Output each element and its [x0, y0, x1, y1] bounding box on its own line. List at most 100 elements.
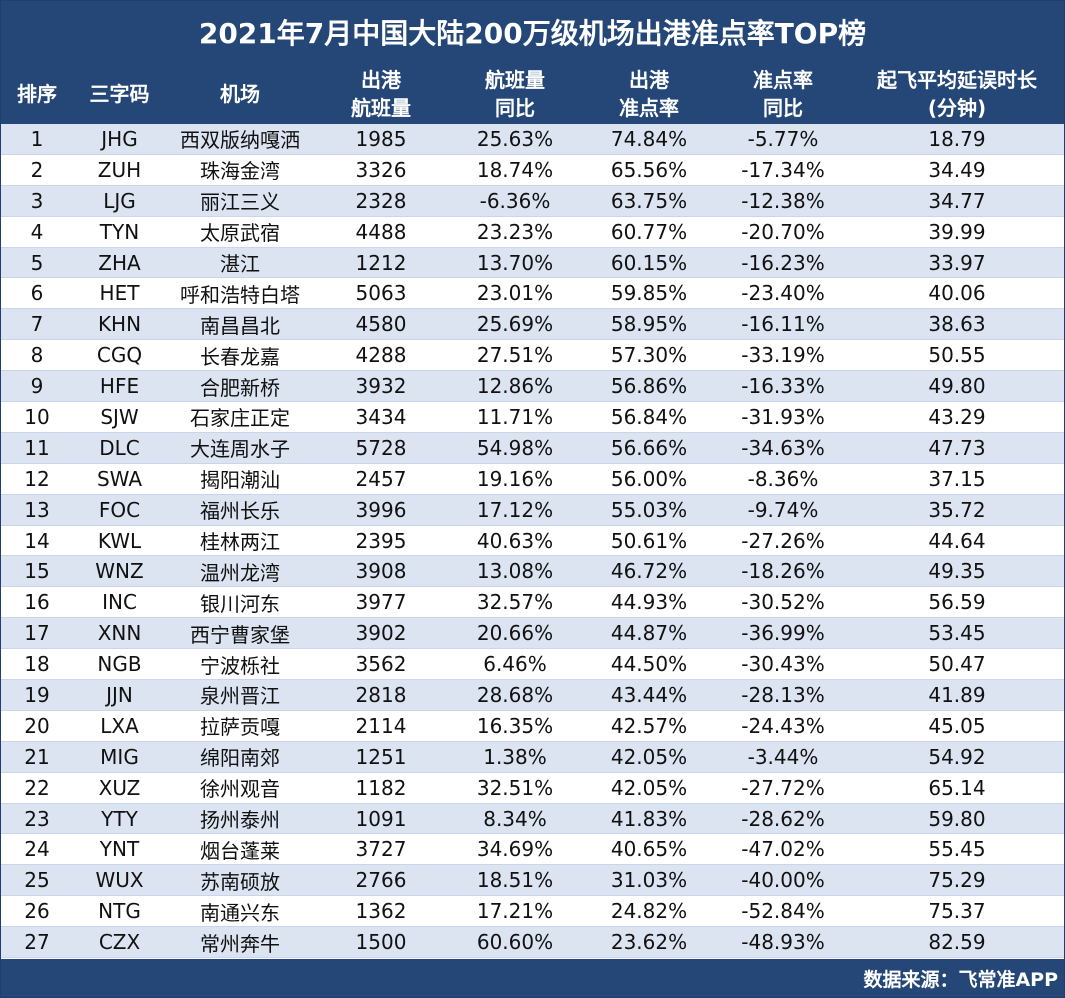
- flights-yoy-cell: 19.16%: [476, 466, 554, 491]
- flights-yoy-cell: 18.74%: [476, 157, 554, 182]
- iata-cell: TYN: [99, 219, 140, 244]
- on-time-yoy-cell: -16.33%: [741, 374, 825, 399]
- airport-cell: 石家庄正定: [190, 406, 290, 431]
- flights-cell: 3902: [355, 621, 407, 646]
- delay-cell: 38.63: [928, 312, 986, 337]
- airport-cell: 珠海金湾: [200, 159, 280, 184]
- airport-cell: 丽江三义: [200, 190, 280, 215]
- flights-cell: 3932: [355, 374, 407, 399]
- flights-cell: 3908: [355, 559, 407, 584]
- on-time-cell: 43.44%: [610, 682, 688, 707]
- airport-cell: 西双版纳嘎洒: [180, 128, 300, 153]
- delay-cell: 35.72: [928, 497, 986, 522]
- on-time-cell: 50.61%: [610, 528, 688, 553]
- on-time-cell: 44.50%: [610, 652, 688, 677]
- iata-cell: DLC: [99, 435, 140, 460]
- on-time-yoy-cell: -31.93%: [741, 404, 825, 429]
- flights-yoy-cell: 12.86%: [476, 374, 554, 399]
- flights-yoy-cell: 28.68%: [476, 682, 554, 707]
- rank-cell: 21: [24, 744, 50, 769]
- flights-yoy-cell: 6.46%: [483, 652, 547, 677]
- flights-yoy-cell: 17.21%: [476, 899, 554, 924]
- airport-cell: 福州长乐: [200, 499, 280, 524]
- airport-cell: 银川河东: [200, 591, 280, 616]
- flights-cell: 1091: [355, 806, 407, 831]
- flights-yoy-cell: 17.12%: [476, 497, 554, 522]
- flights-yoy-cell: 1.38%: [483, 744, 547, 769]
- table-row: 18 NGB 宁波栎社 3562 6.46% 44.50% -30.43% 50.47: [1, 649, 1064, 681]
- flights-cell: 5728: [355, 435, 407, 460]
- iata-cell: NGB: [97, 652, 142, 677]
- rank-cell: 15: [24, 559, 50, 584]
- airport-cell: 湛江: [220, 252, 260, 276]
- on-time-cell: 65.56%: [610, 157, 688, 182]
- on-time-yoy-cell: -20.70%: [741, 219, 825, 244]
- on-time-yoy-cell: -33.19%: [741, 343, 825, 368]
- rank-cell: 4: [30, 219, 44, 244]
- header-line: 同比: [763, 95, 803, 120]
- on-time-yoy-cell: -12.38%: [741, 188, 825, 213]
- rank-cell: 8: [30, 343, 44, 368]
- flights-yoy-cell: 40.63%: [476, 528, 554, 553]
- delay-cell: 65.14: [928, 775, 986, 800]
- delay-cell: 53.45: [928, 621, 986, 646]
- on-time-yoy-cell: -16.11%: [741, 312, 825, 337]
- on-time-cell: 42.05%: [610, 744, 688, 769]
- header-avg-delay: 起飞平均延误时长 (分钟): [850, 63, 1064, 124]
- airport-cell: 桂林两江: [200, 530, 280, 555]
- header-line: 准点率: [753, 67, 813, 92]
- on-time-cell: 42.57%: [610, 713, 688, 738]
- header-line: 同比: [495, 95, 535, 120]
- table-row: 4 TYN 太原武宿 4488 23.23% 60.77% -20.70% 39.99: [1, 216, 1064, 248]
- airport-cell: 扬州泰州: [200, 808, 280, 833]
- table-row: 16 INC 银川河东 3977 32.57% 44.93% -30.52% 56.59: [1, 587, 1064, 619]
- flights-cell: 4580: [355, 312, 407, 337]
- delay-cell: 37.15: [928, 466, 986, 491]
- iata-cell: LXA: [100, 713, 139, 738]
- flights-cell: 1500: [355, 930, 407, 955]
- iata-cell: NTG: [98, 899, 141, 924]
- table-row: 27 CZX 常州奔牛 1500 60.60% 23.62% -48.93% 82.59: [1, 927, 1064, 959]
- flights-yoy-cell: 23.23%: [476, 219, 554, 244]
- rank-cell: 3: [30, 188, 44, 213]
- header-line: (分钟): [927, 95, 987, 120]
- iata-cell: FOC: [98, 497, 141, 522]
- delay-cell: 54.92: [928, 744, 986, 769]
- table-row: 23 YTY 扬州泰州 1091 8.34% 41.83% -28.62% 59.80: [1, 803, 1064, 835]
- header-on-time-rate: 出港 准点率: [582, 63, 716, 124]
- rank-cell: 10: [24, 404, 50, 429]
- iata-cell: SJW: [100, 404, 139, 429]
- rank-cell: 5: [30, 250, 44, 275]
- flights-yoy-cell: 11.71%: [476, 404, 554, 429]
- header-line: 机场: [220, 81, 260, 106]
- airport-cell: 烟台蓬莱: [200, 838, 280, 863]
- flights-yoy-cell: 54.98%: [476, 435, 554, 460]
- table-row: 24 YNT 烟台蓬莱 3727 34.69% 40.65% -47.02% 55.45: [1, 834, 1064, 866]
- on-time-yoy-cell: -28.13%: [741, 682, 825, 707]
- header-line: 航班量: [351, 95, 411, 120]
- flights-cell: 3977: [355, 590, 407, 615]
- delay-cell: 49.35: [928, 559, 986, 584]
- iata-cell: WUX: [95, 868, 144, 893]
- delay-cell: 56.59: [928, 590, 986, 615]
- flights-cell: 2766: [355, 868, 407, 893]
- table-header-row: 排序 三字码 机场 出港 航班量 航班量 同比 出港 准点率 准点率 同比 起飞平均延误时长 (分钟): [1, 63, 1064, 124]
- rank-cell: 12: [24, 466, 50, 491]
- header-on-time-yoy: 准点率 同比: [716, 63, 850, 124]
- airport-cell: 大连周水子: [190, 437, 290, 462]
- delay-cell: 45.05: [928, 713, 986, 738]
- delay-cell: 41.89: [928, 682, 986, 707]
- iata-cell: YTY: [101, 806, 138, 831]
- on-time-yoy-cell: -36.99%: [741, 621, 825, 646]
- header-flights-yoy: 航班量 同比: [448, 63, 582, 124]
- iata-cell: YNT: [99, 837, 140, 862]
- on-time-cell: 40.65%: [610, 837, 688, 862]
- rank-cell: 26: [24, 899, 50, 924]
- on-time-cell: 74.84%: [610, 126, 688, 151]
- delay-cell: 33.97: [928, 250, 986, 275]
- iata-cell: INC: [102, 590, 137, 615]
- on-time-cell: 60.15%: [610, 250, 688, 275]
- iata-cell: WNZ: [95, 559, 144, 584]
- rank-cell: 20: [24, 713, 50, 738]
- rank-cell: 19: [24, 682, 50, 707]
